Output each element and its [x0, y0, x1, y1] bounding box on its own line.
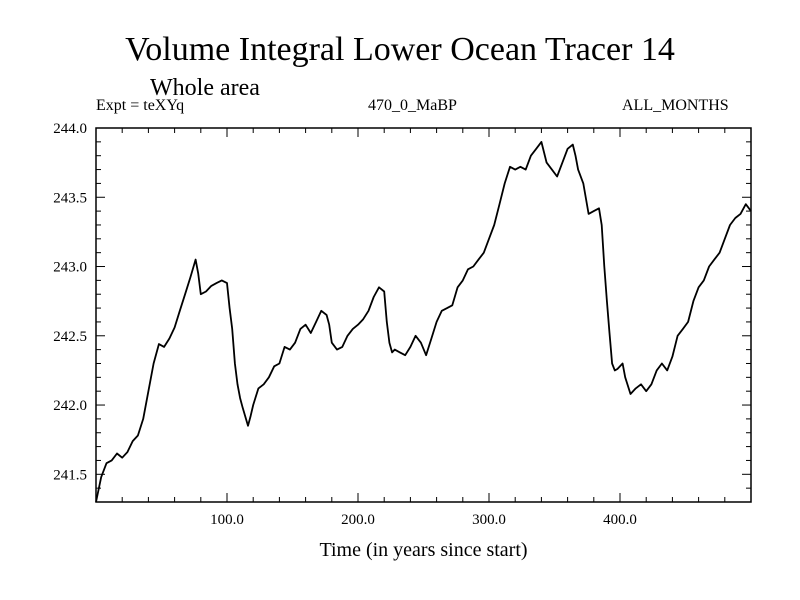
- x-axis-label: Time (in years since start): [319, 539, 527, 561]
- y-tick-label: 242.0: [53, 398, 87, 414]
- y-tick-label: 244.0: [53, 121, 87, 137]
- x-tick-label: 200.0: [341, 512, 375, 528]
- y-tick-label: 243.0: [53, 260, 87, 276]
- x-tick-label: 300.0: [472, 512, 506, 528]
- axis-ticks: 100.0 200.0 300.0 400.0 241.5 242.0 242.5 243.0…: [53, 121, 751, 528]
- chart-subtitle: Whole area: [150, 75, 260, 101]
- experiment-label: Expt = teXYq: [96, 97, 185, 114]
- y-tick-label: 241.5: [53, 467, 87, 483]
- y-tick-label: 242.5: [53, 329, 87, 345]
- plot-frame: [95, 127, 752, 503]
- x-tick-label: 100.0: [210, 512, 244, 528]
- period-label: 470_0_MaBP: [368, 97, 457, 114]
- y-tick-label: 243.5: [53, 190, 87, 206]
- chart-title: Volume Integral Lower Ocean Tracer 14: [125, 31, 675, 68]
- series-layer: [95, 140, 752, 503]
- x-tick-label: 400.0: [603, 512, 637, 528]
- series-line: [95, 140, 752, 503]
- months-label: ALL_MONTHS: [622, 97, 729, 114]
